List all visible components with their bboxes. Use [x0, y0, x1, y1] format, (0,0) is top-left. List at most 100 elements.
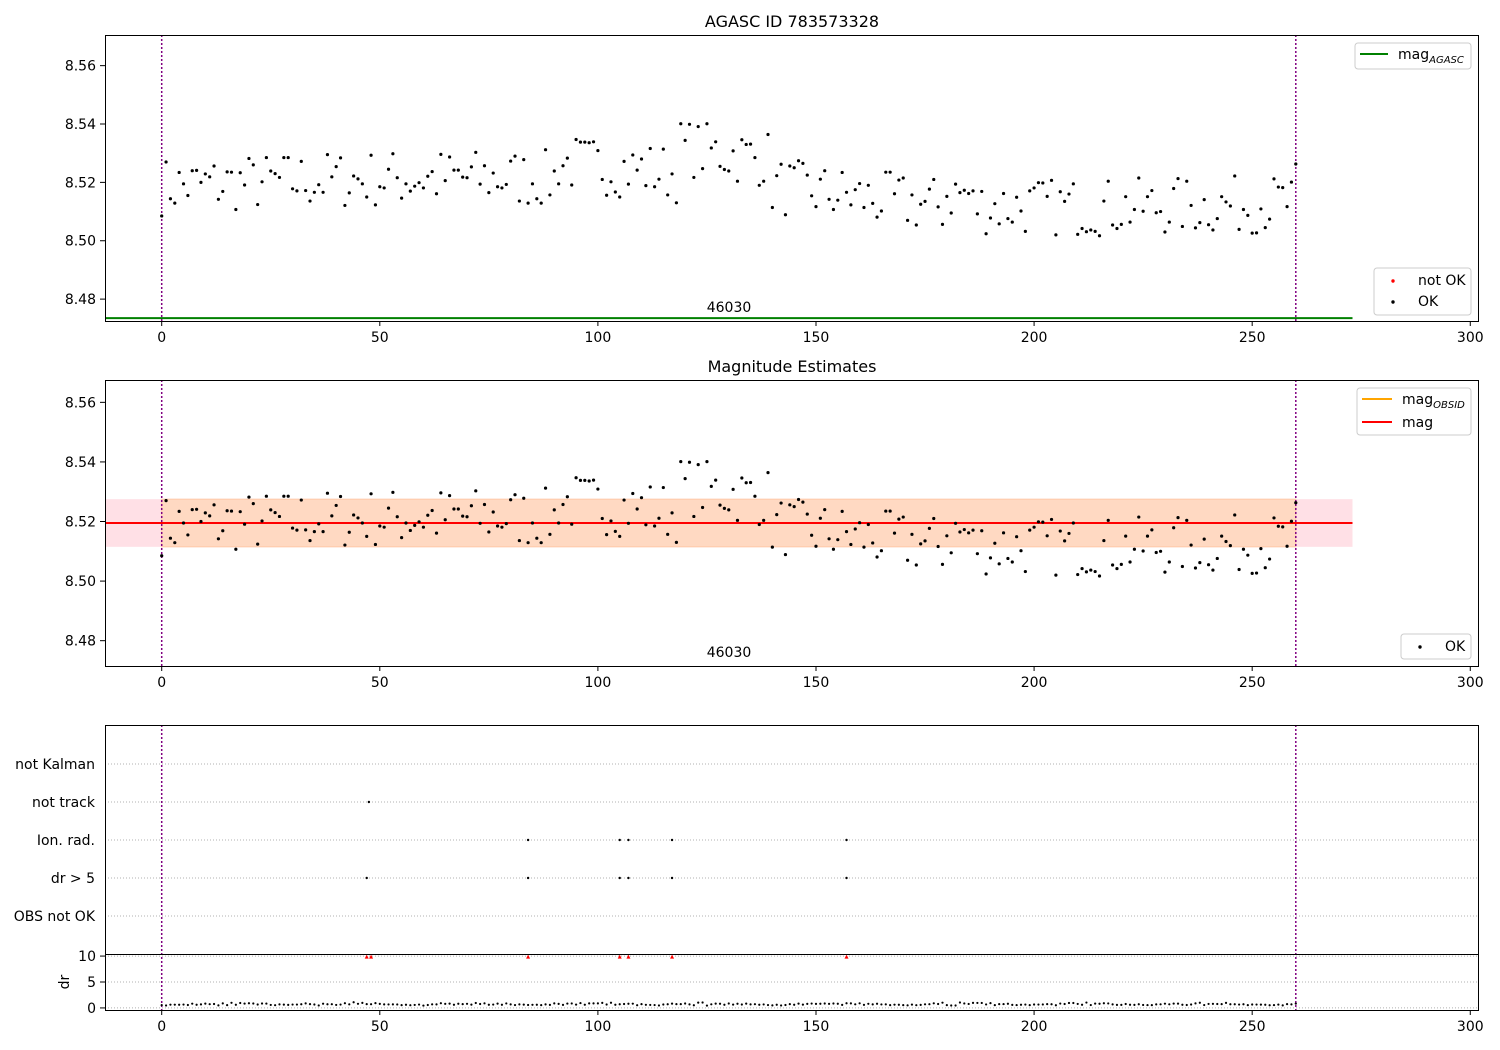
ok-point [461, 514, 465, 518]
dr-point [814, 1002, 818, 1006]
dr-point [1063, 1002, 1066, 1006]
dr-point [1094, 1002, 1097, 1005]
ok-point [587, 141, 591, 145]
dr-point [308, 1002, 312, 1006]
ok-point [500, 525, 504, 529]
dr-high-marker [364, 954, 369, 959]
ok-point [1049, 178, 1054, 182]
ok-point [696, 125, 700, 129]
ok-point [600, 516, 604, 521]
ok-point [1180, 224, 1184, 229]
ok-point [173, 201, 177, 205]
ok-point [631, 153, 635, 157]
dr-point [387, 1003, 390, 1006]
dr-point [923, 1003, 927, 1006]
ok-point [1154, 211, 1158, 215]
ok-point [975, 552, 979, 556]
dr-point [841, 1003, 844, 1006]
ok-point [1137, 515, 1141, 519]
x-tick-label: 250 [1239, 675, 1266, 691]
ok-point [186, 193, 190, 198]
dr-point [474, 1001, 477, 1005]
ok-point [247, 156, 251, 161]
ok-point [478, 521, 482, 525]
y-tick-label: 8.54 [65, 117, 96, 133]
dr-point [561, 1003, 565, 1006]
dr-point [697, 1001, 700, 1004]
ok-point [879, 209, 884, 213]
ok-point [277, 514, 282, 519]
ok-point [229, 170, 234, 174]
ok-point [735, 518, 740, 522]
dr-point [1111, 1003, 1114, 1006]
ok-point [168, 197, 173, 201]
dr-point [1054, 1004, 1057, 1007]
dr-point [862, 1003, 866, 1006]
ok-point [1237, 227, 1241, 231]
dr-point [221, 1002, 224, 1005]
ok-point [1063, 199, 1067, 203]
ok-point [1224, 200, 1228, 204]
ok-point [504, 521, 508, 526]
ok-point [1128, 560, 1132, 564]
ok-point [901, 176, 905, 180]
ok-point [1189, 203, 1193, 208]
ok-point [792, 166, 796, 170]
ok-point [526, 541, 530, 545]
dr-point [631, 1002, 634, 1005]
ok-point [347, 530, 351, 534]
ok-point [352, 513, 356, 517]
ok-point [940, 222, 945, 227]
ok-point [927, 187, 932, 191]
ok-point [1215, 556, 1219, 561]
flag-category-label: not track [32, 795, 96, 811]
ok-point [578, 140, 583, 144]
dr-point [806, 1002, 809, 1005]
ok-point [290, 187, 295, 191]
ok-point [430, 169, 434, 174]
y-tick-label: 8.54 [65, 455, 96, 471]
agasc-panel: AGASC ID 783573328 0 50 100 150 200 250 300 8.… [65, 12, 1484, 346]
ok-point [661, 485, 665, 490]
ok-point [321, 190, 325, 194]
ok-point [247, 495, 251, 499]
dr-point [771, 1004, 774, 1007]
ok-point [1163, 230, 1167, 234]
ok-point [1268, 217, 1272, 221]
ok-point [1220, 195, 1224, 199]
ok-point [1124, 195, 1128, 199]
ok-point [919, 542, 923, 546]
x-tick-label: 100 [585, 675, 612, 691]
dr-point [1294, 1002, 1297, 1005]
ok-point [748, 480, 753, 485]
ok-point [914, 563, 918, 567]
dr-point [614, 1003, 617, 1006]
dr-point [265, 1002, 268, 1005]
ok-point [1132, 207, 1137, 212]
dr-point [1150, 1004, 1153, 1007]
ok-point [1115, 566, 1119, 571]
ok-point [1285, 544, 1289, 548]
ok-point [727, 169, 731, 173]
dr-high-marker [626, 954, 631, 959]
ok-point [543, 148, 548, 152]
ok-point [1036, 181, 1041, 185]
ok-point [1032, 186, 1036, 190]
ok-point [1237, 567, 1241, 572]
agasc-plot-content [105, 35, 1353, 321]
dr-point [998, 1003, 1001, 1006]
dr-point [1264, 1003, 1267, 1006]
x-tick-label: 200 [1021, 675, 1048, 691]
y-tick-label: 8.48 [65, 292, 96, 308]
ok-point [221, 529, 225, 533]
ok-point [269, 169, 273, 173]
ok-point [504, 182, 508, 187]
dr-point [274, 1004, 277, 1007]
ok-point [325, 153, 330, 157]
ok-point [910, 532, 914, 536]
flag-point [845, 838, 848, 842]
dr-point [535, 1003, 538, 1006]
ok-point [304, 528, 308, 532]
ok-point [1036, 520, 1041, 524]
